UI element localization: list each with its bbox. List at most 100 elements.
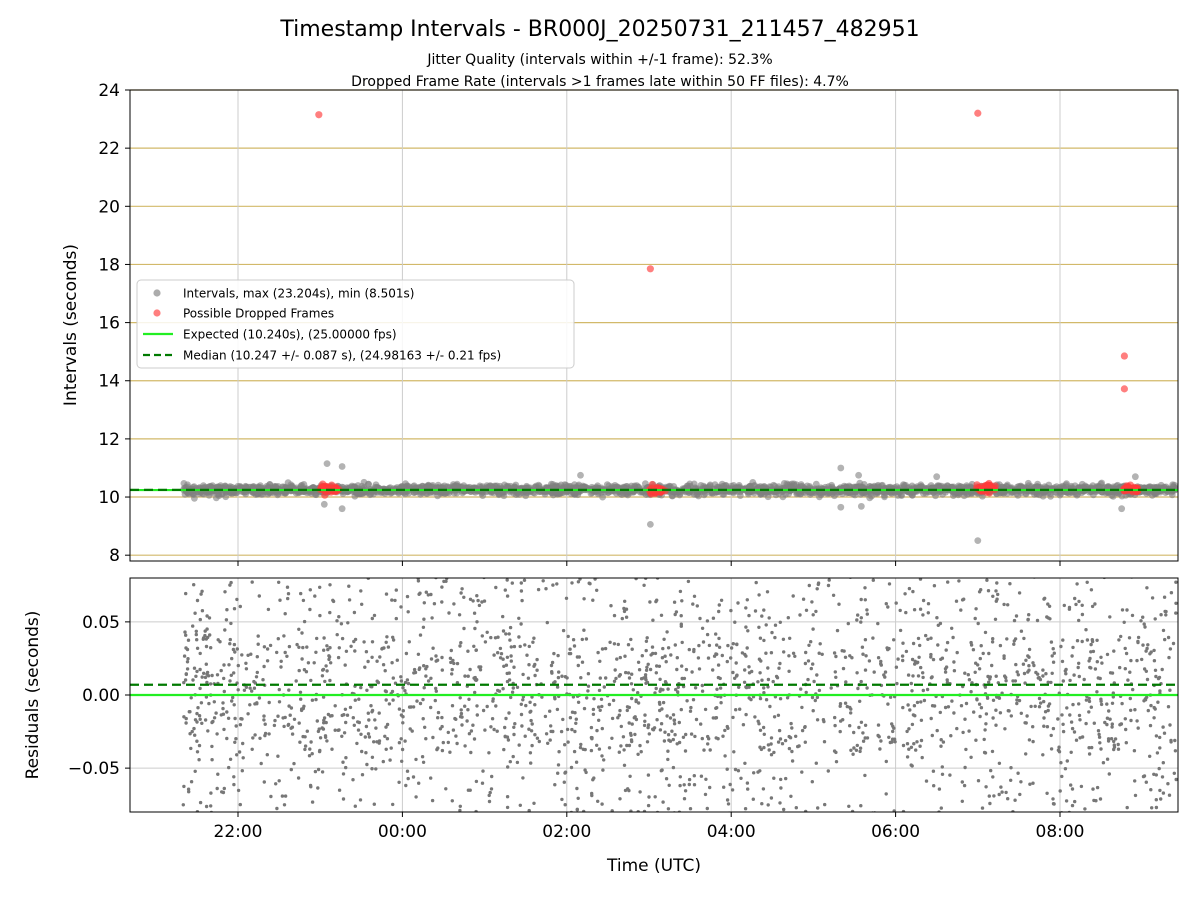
residual-point [844,702,847,705]
residual-point [390,746,393,749]
residual-point [458,613,461,616]
residual-point [250,689,253,692]
residual-point [1145,696,1148,699]
residual-point [478,604,481,607]
residual-point [885,760,888,763]
residual-point [1077,666,1080,669]
residual-point [1073,597,1076,600]
residual-point [284,794,287,797]
residual-point [1042,716,1045,719]
residual-point [631,648,634,651]
residual-point [560,675,563,678]
residual-point [994,724,997,727]
residual-point [221,701,224,704]
residual-point [886,702,889,705]
residual-point [611,717,614,720]
residual-point [417,653,420,656]
residual-point [440,585,443,588]
interval-point [321,501,328,508]
residual-point [588,582,591,585]
residual-point [956,817,959,820]
residual-point [408,705,411,708]
residual-point [452,728,455,731]
residual-point [309,740,312,743]
residual-point [1005,637,1008,640]
residual-point [550,664,553,667]
residual-point [706,633,709,636]
residual-point [489,636,492,639]
residual-point [385,635,388,638]
residual-point [760,802,763,805]
residual-point [565,597,568,600]
residual-point [441,749,444,752]
residual-point [850,656,853,659]
residual-point [1008,582,1011,585]
residual-point [1106,758,1109,761]
residual-point [530,729,533,732]
residual-point [613,680,616,683]
residual-point [1139,619,1142,622]
residual-point [844,656,847,659]
residual-point [336,820,339,823]
residual-point [636,691,639,694]
residual-point [371,617,374,620]
residual-point [359,798,362,801]
residual-point [719,686,722,689]
residual-point [865,608,868,611]
residual-point [186,660,189,663]
residual-point [1016,772,1019,775]
residual-point [987,681,990,684]
residuals-y-tick-label: −0.05 [68,759,120,779]
residual-point [789,795,792,798]
residual-point [1081,604,1084,607]
residual-point [744,807,747,810]
residual-point [911,658,914,661]
residual-point [235,753,238,756]
residual-point [1048,702,1051,705]
residual-point [206,729,209,732]
residual-point [352,716,355,719]
residual-point [350,819,353,822]
residual-point [315,637,318,640]
residual-point [1091,787,1094,790]
residual-point [1009,779,1012,782]
residual-point [1073,730,1076,733]
residual-point [773,636,776,639]
residual-point [185,717,188,720]
residual-point [200,722,203,725]
residual-point [978,703,981,706]
residual-point [378,741,381,744]
residual-point [929,653,932,656]
residual-point [1089,643,1092,646]
residual-point [769,742,772,745]
residual-point [967,729,970,732]
residual-point [673,601,676,604]
residual-point [1147,709,1150,712]
residual-point [303,748,306,751]
residual-point [717,637,720,640]
residual-point [1174,611,1177,614]
residual-point [385,698,388,701]
residual-point [772,680,775,683]
residual-point [910,682,913,685]
residual-point [298,669,301,672]
residual-point [807,644,810,647]
residual-point [431,799,434,802]
residual-point [507,711,510,714]
residual-point [429,776,432,779]
residual-point [1173,772,1176,775]
residual-point [940,738,943,741]
residual-point [833,651,836,654]
residual-point [766,666,769,669]
residual-point [779,621,782,624]
residual-point [245,667,248,670]
residual-point [714,707,717,710]
residual-point [646,636,649,639]
residual-point [1152,773,1155,776]
residual-point [778,729,781,732]
residual-point [752,771,755,774]
residual-point [359,589,362,592]
residual-point [328,611,331,614]
residual-point [808,584,811,587]
